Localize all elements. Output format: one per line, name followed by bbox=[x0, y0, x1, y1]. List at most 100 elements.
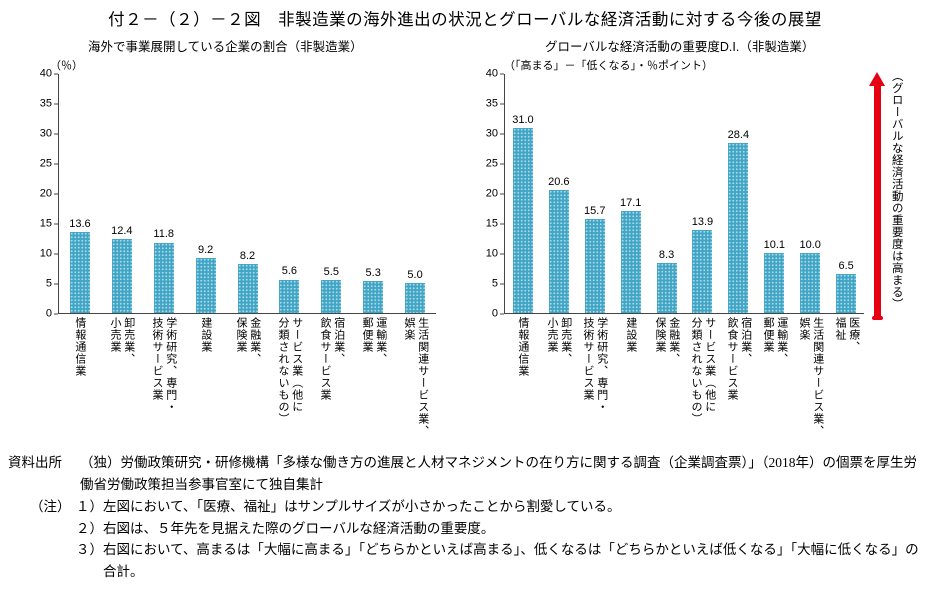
y-tick-label: 35 bbox=[486, 98, 504, 110]
bar-group: 28.4 bbox=[720, 74, 756, 313]
y-axis-unit-label: （％） bbox=[50, 60, 83, 72]
y-tick-label: 25 bbox=[486, 158, 504, 170]
bar-group: 13.6 bbox=[59, 74, 101, 313]
bar-value-label: 12.4 bbox=[111, 224, 133, 237]
note-line: １）左図において、「医療、福祉」はサンプルサイズが小さかったことから割愛している… bbox=[76, 499, 621, 515]
category-label-cell: サービス業（他に 分類されないもの） bbox=[684, 317, 720, 449]
category-label-cell: 卸売業、 小売業 bbox=[540, 317, 576, 449]
category-label: 情報通信業 bbox=[516, 317, 529, 377]
bar bbox=[363, 281, 384, 313]
category-label: 建設業 bbox=[199, 317, 212, 353]
y-tick-label: 15 bbox=[486, 218, 504, 230]
bar-value-label: 17.1 bbox=[619, 196, 642, 209]
category-label: 運輸業、 郵便業 bbox=[361, 317, 387, 365]
notes-row: （注） １）左図において、「医療、福祉」はサンプルサイズが小さかったことから割愛… bbox=[8, 496, 924, 582]
y-tick-label: 15 bbox=[40, 218, 58, 230]
category-label-cell: 建設業 bbox=[612, 317, 648, 449]
category-label: 運輸業、 郵便業 bbox=[762, 317, 788, 365]
category-label-cell: 生活関連サービス業、 娯楽 bbox=[394, 317, 436, 449]
note-line: ３）右図において、高まるは「大幅に高まる」「どちらかといえば高まる」、低くなるは… bbox=[76, 542, 919, 579]
bar-value-label: 15.7 bbox=[584, 205, 606, 218]
bar-group: 12.4 bbox=[101, 74, 143, 313]
bar bbox=[620, 210, 641, 313]
category-label: 卸売業、 小売業 bbox=[109, 317, 135, 365]
category-label-cell: 金融業、 保険業 bbox=[648, 317, 684, 449]
y-axis: 0 5 10 15 20 25 30 35 40 bbox=[24, 68, 58, 319]
chart-title: グローバルな経済活動の重要度D.I.（非製造業） bbox=[545, 40, 815, 54]
y-tick-label: 35 bbox=[40, 98, 58, 110]
y-tick-label: 0 bbox=[492, 308, 504, 320]
y-tick-label: 0 bbox=[46, 308, 58, 320]
bar-group: 6.5 bbox=[828, 74, 864, 313]
category-label: 金融業、 保険業 bbox=[235, 317, 261, 365]
bar bbox=[800, 253, 821, 313]
chart-subtitle: （「高まる」－「低くなる」・％ポイント） bbox=[504, 60, 713, 72]
category-label-cell: 運輸業、 郵便業 bbox=[352, 317, 394, 449]
category-label-cell: 情報通信業 bbox=[58, 317, 100, 449]
category-label-cell: 建設業 bbox=[184, 317, 226, 449]
arrow-base bbox=[871, 316, 883, 320]
bar-value-label: 13.6 bbox=[69, 217, 91, 230]
category-label: 生活関連サービス業、 娯楽 bbox=[403, 317, 429, 437]
bar bbox=[764, 252, 785, 313]
arrow-up-icon bbox=[869, 72, 885, 86]
bar-group: 20.6 bbox=[541, 74, 577, 313]
bar-value-label: 9.2 bbox=[197, 243, 214, 256]
y-tick-label: 40 bbox=[40, 68, 58, 80]
y-tick-label: 20 bbox=[40, 188, 58, 200]
chart-overseas-expansion: 海外で事業展開している企業の割合（非製造業） （％） 0 5 10 15 20 25 30 3… bbox=[24, 36, 454, 449]
plot-area: 13.6 12.4 11.8 9.2 8.2 5.6 5.5 5.3 5.0 bbox=[58, 74, 436, 314]
bar-value-label: 5.0 bbox=[407, 269, 423, 282]
bar bbox=[728, 143, 749, 313]
bar-group: 5.0 bbox=[394, 74, 436, 313]
bar-group: 10.1 bbox=[756, 74, 792, 313]
chart-global-importance: グローバルな経済活動の重要度D.I.（非製造業） （「高まる」－「低くなる」・％… bbox=[470, 36, 870, 449]
source-label: 資料出所 bbox=[8, 455, 62, 470]
notes-label: （注） bbox=[30, 499, 71, 515]
y-tick-label: 5 bbox=[46, 278, 58, 290]
bar-group: 15.7 bbox=[577, 74, 613, 313]
bar-value-label: 8.3 bbox=[658, 249, 675, 262]
bar-value-label: 5.3 bbox=[365, 267, 381, 280]
bar-group: 5.3 bbox=[352, 74, 394, 313]
bar-value-label: 11.8 bbox=[153, 228, 175, 241]
bar-group: 17.1 bbox=[613, 74, 649, 313]
page-title: 付２－（２）－２図 非製造業の海外進出の状況とグローバルな経済活動に対する今後の… bbox=[108, 10, 822, 29]
category-label-cell: 宿泊業、 飲食サービス業 bbox=[310, 317, 352, 449]
bar-group: 8.3 bbox=[649, 74, 685, 313]
bar-group: 13.9 bbox=[685, 74, 721, 313]
x-labels: 情報通信業 卸売業、 小売業 学術研究、専門・ 技術サービス業 建設業 金融業、 保険業… bbox=[58, 314, 436, 449]
category-label: 金融業、 保険業 bbox=[654, 317, 680, 365]
bar-group: 11.8 bbox=[143, 74, 185, 313]
y-axis: 0 5 10 15 20 25 30 35 40 bbox=[470, 68, 504, 319]
bar bbox=[656, 263, 677, 313]
chart-body: 0 5 10 15 20 25 30 35 40 13.6 12.4 11.8 9.2 8.2 5.6 5.… bbox=[24, 68, 454, 319]
plot-area: 31.0 20.6 15.7 17.1 8.3 13.9 28.4 10.1 10.0 6.5 bbox=[504, 74, 864, 314]
bar-value-label: 28.4 bbox=[727, 129, 750, 142]
y-tick-label: 30 bbox=[486, 128, 504, 140]
bar-value-label: 8.2 bbox=[239, 249, 256, 262]
category-label-cell: 生活関連サービス業、 娯楽 bbox=[792, 317, 828, 449]
bar-value-label: 5.5 bbox=[323, 266, 339, 279]
bar bbox=[69, 231, 90, 313]
bar bbox=[321, 280, 342, 313]
category-label-cell: 運輸業、 郵便業 bbox=[756, 317, 792, 449]
bar-group: 8.2 bbox=[227, 74, 269, 313]
bar bbox=[548, 189, 569, 313]
bar bbox=[111, 238, 132, 313]
arrow-shaft bbox=[873, 86, 881, 316]
category-label: サービス業（他に 分類されないもの） bbox=[277, 317, 303, 425]
bar-value-label: 10.0 bbox=[799, 239, 821, 252]
bar bbox=[195, 258, 216, 313]
category-label-cell: 宿泊業、 飲食サービス業 bbox=[720, 317, 756, 449]
note-line: ２）右図は、５年先を見据えた際のグローバルな経済活動の重要度。 bbox=[76, 520, 495, 536]
category-label: 建設業 bbox=[624, 317, 637, 353]
arrow-label: （グローバルな経済活動の重要度は高まる） bbox=[890, 70, 903, 310]
bar bbox=[405, 283, 426, 313]
category-label: サービス業（他に 分類されないもの） bbox=[690, 317, 716, 425]
category-label: 情報通信業 bbox=[73, 317, 86, 377]
category-label-cell: 卸売業、 小売業 bbox=[100, 317, 142, 449]
category-label: 卸売業、 小売業 bbox=[546, 317, 572, 365]
category-label: 医療、 福祉 bbox=[834, 317, 860, 353]
